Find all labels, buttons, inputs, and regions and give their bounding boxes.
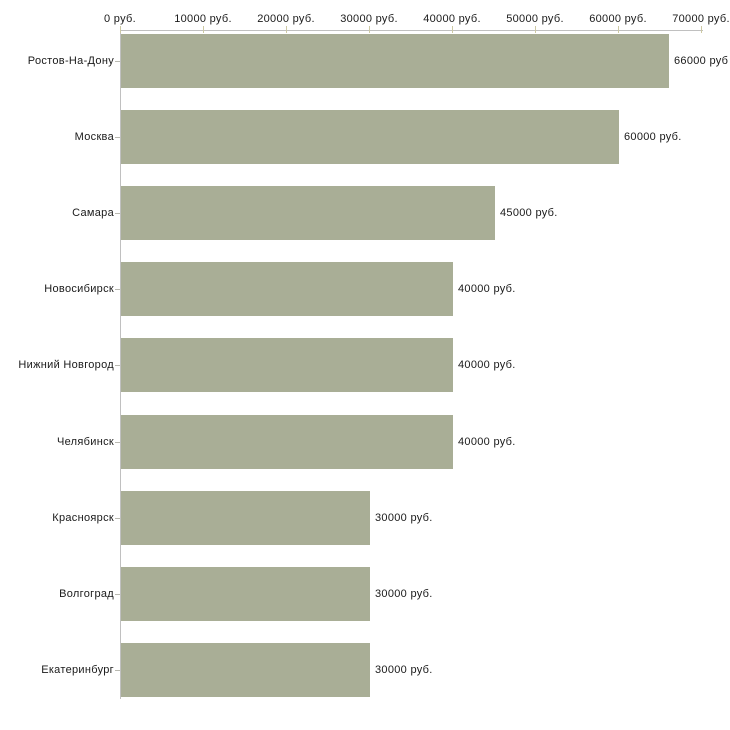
value-label: 30000 руб. bbox=[375, 664, 433, 676]
value-label: 66000 руб bbox=[674, 55, 729, 67]
y-tick bbox=[115, 670, 120, 671]
x-tick-label: 0 руб. bbox=[104, 13, 136, 25]
x-tick-label: 10000 руб. bbox=[174, 13, 232, 25]
category-label: Челябинск bbox=[57, 436, 114, 448]
category-label: Самара bbox=[72, 207, 114, 219]
y-tick bbox=[115, 61, 120, 62]
value-label: 60000 руб. bbox=[624, 131, 682, 143]
x-tick-label: 40000 руб. bbox=[423, 13, 481, 25]
bar bbox=[121, 567, 370, 621]
value-label: 45000 руб. bbox=[500, 207, 558, 219]
y-tick bbox=[115, 289, 120, 290]
y-axis-line bbox=[120, 30, 121, 699]
value-label: 30000 руб. bbox=[375, 512, 433, 524]
category-label: Красноярск bbox=[52, 512, 114, 524]
y-tick bbox=[115, 137, 120, 138]
x-tick bbox=[535, 26, 536, 33]
value-label: 40000 руб. bbox=[458, 359, 516, 371]
y-tick bbox=[115, 442, 120, 443]
x-tick-label: 20000 руб. bbox=[257, 13, 315, 25]
bar bbox=[121, 415, 453, 469]
x-tick bbox=[286, 26, 287, 33]
x-tick bbox=[452, 26, 453, 33]
category-label: Екатеринбург bbox=[41, 664, 114, 676]
x-tick bbox=[369, 26, 370, 33]
x-tick-label: 50000 руб. bbox=[506, 13, 564, 25]
y-tick bbox=[115, 365, 120, 366]
y-tick bbox=[115, 594, 120, 595]
x-tick-label: 70000 руб. bbox=[672, 13, 730, 25]
bar bbox=[121, 491, 370, 545]
y-tick bbox=[115, 213, 120, 214]
value-label: 40000 руб. bbox=[458, 436, 516, 448]
bar bbox=[121, 34, 669, 88]
x-tick bbox=[120, 26, 121, 33]
value-label: 30000 руб. bbox=[375, 588, 433, 600]
x-tick bbox=[701, 26, 702, 33]
value-label: 40000 руб. bbox=[458, 283, 516, 295]
category-label: Москва bbox=[74, 131, 114, 143]
category-label: Волгоград bbox=[59, 588, 114, 600]
x-axis-line bbox=[120, 30, 703, 31]
category-label: Новосибирск bbox=[44, 283, 114, 295]
bar bbox=[121, 643, 370, 697]
y-tick bbox=[115, 518, 120, 519]
x-tick-label: 30000 руб. bbox=[340, 13, 398, 25]
x-tick-label: 60000 руб. bbox=[589, 13, 647, 25]
category-label: Ростов-На-Дону bbox=[27, 55, 114, 67]
bar bbox=[121, 262, 453, 316]
x-tick bbox=[618, 26, 619, 33]
bar bbox=[121, 186, 495, 240]
bar bbox=[121, 110, 619, 164]
bar bbox=[121, 338, 453, 392]
category-label: Нижний Новгород bbox=[18, 359, 114, 371]
x-tick bbox=[203, 26, 204, 33]
